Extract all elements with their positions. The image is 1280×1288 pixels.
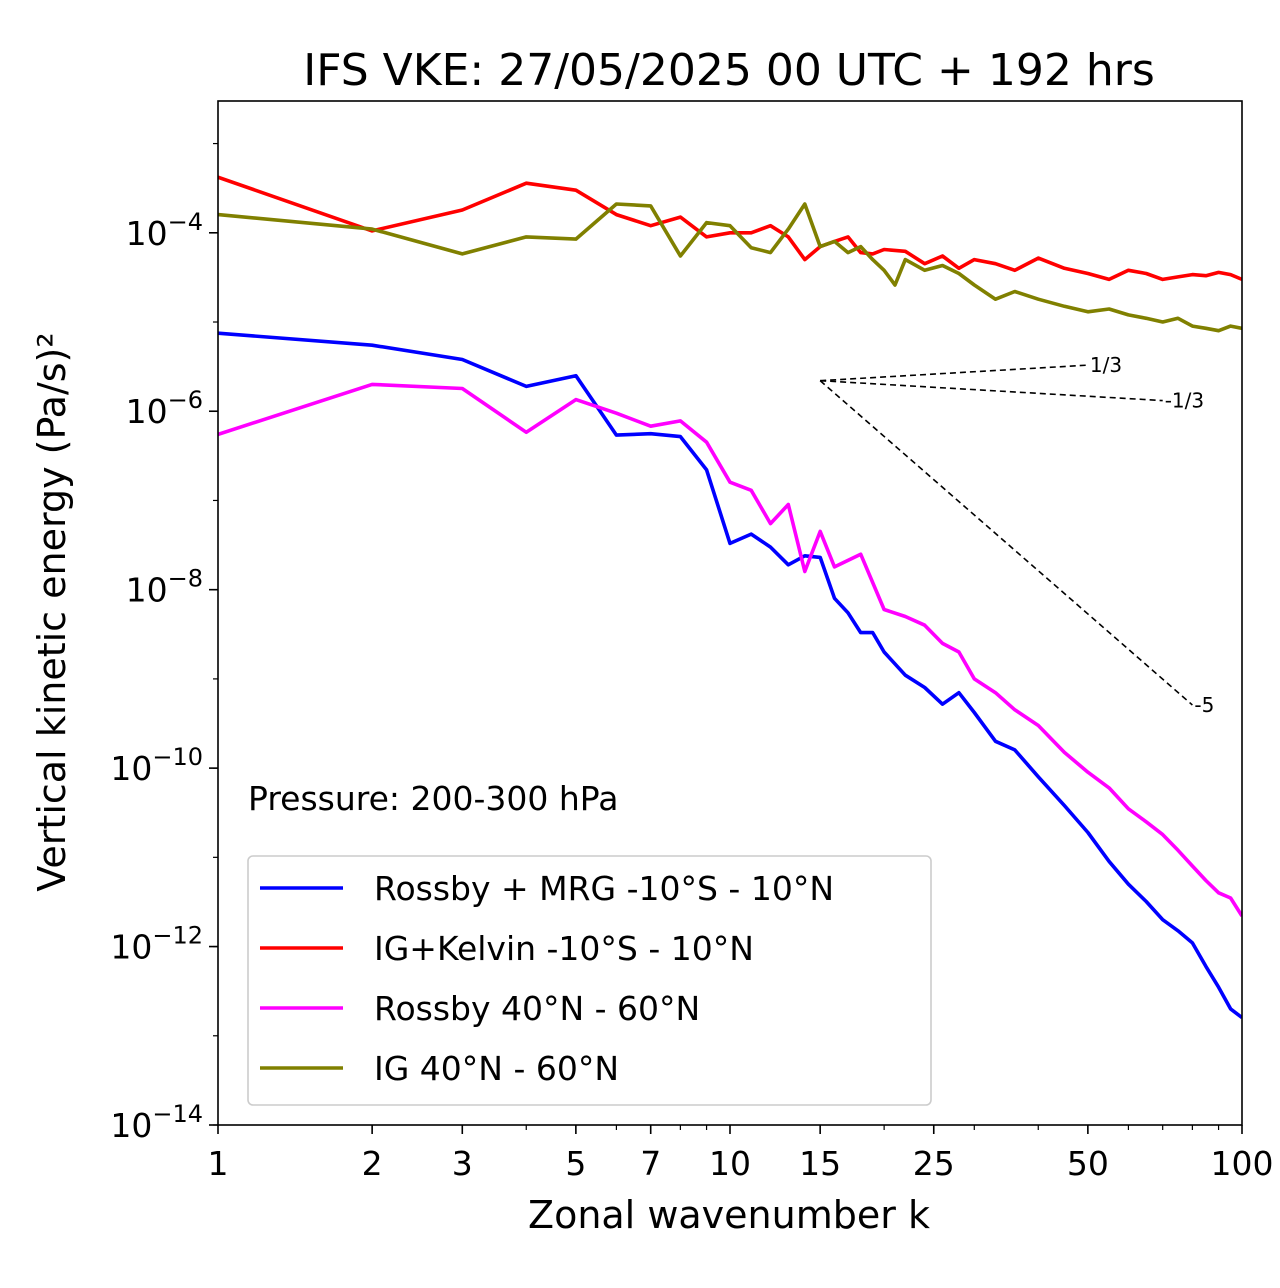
plot-area: 1/3 -1/3 -5 1 2 3 5 7 10 15 25 50 100 10−4 10−6 10−8 10−… (110, 100, 1274, 1183)
reference-line-2 (820, 379, 1163, 402)
y-tick-label: 10−6 (126, 386, 203, 431)
x-tick-label: 50 (1067, 1144, 1109, 1183)
y-tick-label: 10−12 (110, 922, 203, 967)
x-tick-label: 25 (913, 1144, 955, 1183)
pressure-annotation: Pressure: 200-300 hPa (248, 779, 618, 818)
legend: Rossby + MRG -10°S - 10°N IG+Kelvin -10°S… (247, 855, 932, 1106)
legend-label-3: Rossby 40°N - 60°N (374, 989, 700, 1028)
reference-line-label-3: -5 (1194, 693, 1214, 717)
series-line-2 (218, 175, 1242, 282)
chart-title: IFS VKE: 27/05/2025 00 UTC + 192 hrs (303, 45, 1155, 96)
series-line-4 (218, 202, 1242, 333)
y-tick-label: 10−8 (126, 565, 203, 610)
reference-line-label-1: 1/3 (1090, 353, 1122, 377)
x-tick-label: 3 (452, 1144, 473, 1183)
y-axis-label: Vertical kinetic energy (Pa/s)² (30, 332, 74, 891)
series-line-3 (218, 382, 1242, 917)
x-tick-label: 5 (565, 1144, 586, 1183)
series-line-1 (218, 331, 1242, 1020)
y-tick-label: 10−14 (110, 1100, 203, 1145)
x-tick-label: 100 (1211, 1144, 1274, 1183)
y-tick-label: 10−10 (110, 743, 203, 788)
x-tick-label: 10 (709, 1144, 751, 1183)
legend-label-1: Rossby + MRG -10°S - 10°N (374, 869, 834, 908)
x-tick-label: 15 (799, 1144, 841, 1183)
legend-label-4: IG 40°N - 60°N (374, 1049, 619, 1088)
y-tick-label: 10−4 (126, 208, 203, 253)
x-tick-label: 7 (640, 1144, 661, 1183)
reference-line-label-2: -1/3 (1165, 389, 1204, 413)
legend-label-2: IG+Kelvin -10°S - 10°N (374, 929, 754, 968)
x-tick-label: 2 (362, 1144, 383, 1183)
x-tick-label: 1 (208, 1144, 229, 1183)
legend-frame (247, 855, 932, 1106)
reference-line-1 (820, 364, 1088, 382)
reference-line-3 (819, 380, 1193, 706)
x-axis-label: Zonal wavenumber k (528, 1193, 930, 1237)
